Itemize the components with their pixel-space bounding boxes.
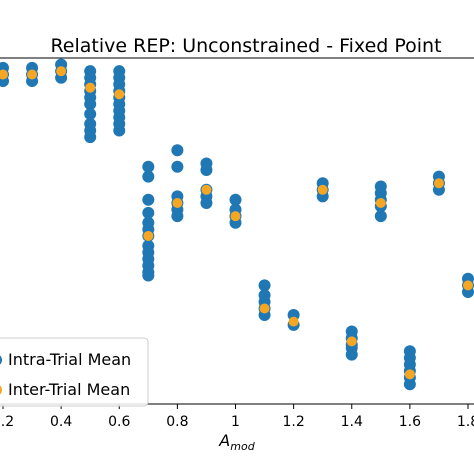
inter-trial-mean-point-7 bbox=[201, 184, 212, 195]
legend-box bbox=[0, 337, 149, 407]
chart-title: Relative REP: Unconstrained - Fixed Poin… bbox=[50, 35, 441, 57]
x-axis-label-main: A bbox=[218, 431, 230, 450]
intra-trial-mean-point-15 bbox=[84, 108, 97, 121]
intra-trial-mean-point-28 bbox=[113, 124, 126, 137]
legend-marker-1 bbox=[0, 385, 2, 395]
intra-trial-mean-point-53 bbox=[229, 193, 242, 206]
intra-trial-mean-point-47 bbox=[171, 210, 184, 223]
intra-trial-mean-point-76 bbox=[374, 210, 387, 223]
intra-trial-mean-point-14 bbox=[84, 98, 97, 111]
intra-trial-mean-point-29 bbox=[142, 160, 155, 173]
inter-trial-mean-point-16 bbox=[463, 280, 473, 291]
intra-trial-mean-point-82 bbox=[403, 378, 416, 391]
inter-trial-mean-point-2 bbox=[56, 66, 67, 77]
inter-trial-mean-point-11 bbox=[317, 184, 328, 195]
legend-entry-inter-trial: Inter-Trial Mean bbox=[8, 380, 130, 399]
intra-trial-mean-point-71 bbox=[345, 348, 358, 361]
inter-trial-mean-point-0 bbox=[0, 69, 8, 80]
x-tick-label-5: 1.2 bbox=[282, 414, 304, 430]
x-tick-label-8: 1.8 bbox=[457, 414, 474, 430]
inter-trial-mean-point-13 bbox=[375, 197, 386, 208]
legend-marker-0 bbox=[0, 355, 2, 365]
x-tick-label-6: 1.4 bbox=[341, 414, 363, 430]
intra-trial-mean-point-49 bbox=[200, 164, 213, 177]
inter-trial-mean-point-8 bbox=[230, 211, 241, 222]
x-axis-label: Amod bbox=[218, 431, 255, 453]
inter-trial-mean-point-10 bbox=[288, 316, 299, 327]
inter-trial-mean-point-9 bbox=[259, 303, 270, 314]
x-axis-label-subscript: mod bbox=[230, 440, 255, 453]
inter-trial-mean-point-14 bbox=[404, 369, 415, 380]
inter-trial-mean-point-12 bbox=[346, 336, 357, 347]
intra-trial-mean-point-41 bbox=[142, 269, 155, 282]
plot-area bbox=[0, 57, 474, 405]
intra-trial-mean-point-18 bbox=[84, 131, 97, 144]
intra-trial-mean-point-30 bbox=[142, 170, 155, 183]
inter-trial-mean-point-5 bbox=[143, 230, 154, 241]
x-tick-label-7: 1.6 bbox=[399, 414, 421, 430]
inter-trial-mean-point-1 bbox=[27, 69, 38, 80]
intra-trial-mean-point-42 bbox=[171, 144, 184, 157]
x-tick-label-4: 1 bbox=[231, 414, 240, 430]
x-tick-label-3: 0.8 bbox=[166, 414, 188, 430]
inter-trial-mean-point-15 bbox=[433, 178, 444, 189]
x-tick-label-0: 0.2 bbox=[0, 414, 14, 430]
inter-trial-mean-point-4 bbox=[114, 89, 125, 100]
intra-trial-mean-point-32 bbox=[142, 206, 155, 219]
x-axis-ticks: 0.2 0.4 0.6 0.8 1 1.2 1.4 1.6 1.8 bbox=[0, 404, 474, 430]
intra-trial-mean-point-57 bbox=[258, 279, 271, 292]
intra-trial-mean-point-52 bbox=[200, 196, 213, 209]
x-tick-label-1: 0.4 bbox=[50, 414, 72, 430]
intra-trial-mean-point-43 bbox=[171, 160, 184, 173]
legend: Intra-Trial Mean Inter-Trial Mean bbox=[0, 337, 149, 407]
data-points bbox=[0, 58, 474, 391]
x-tick-label-2: 0.6 bbox=[108, 414, 130, 430]
intra-trial-mean-point-31 bbox=[142, 193, 155, 206]
legend-entry-intra-trial: Intra-Trial Mean bbox=[8, 350, 131, 369]
inter-trial-mean-point-6 bbox=[172, 197, 183, 208]
inter-trial-mean-point-3 bbox=[85, 82, 96, 93]
